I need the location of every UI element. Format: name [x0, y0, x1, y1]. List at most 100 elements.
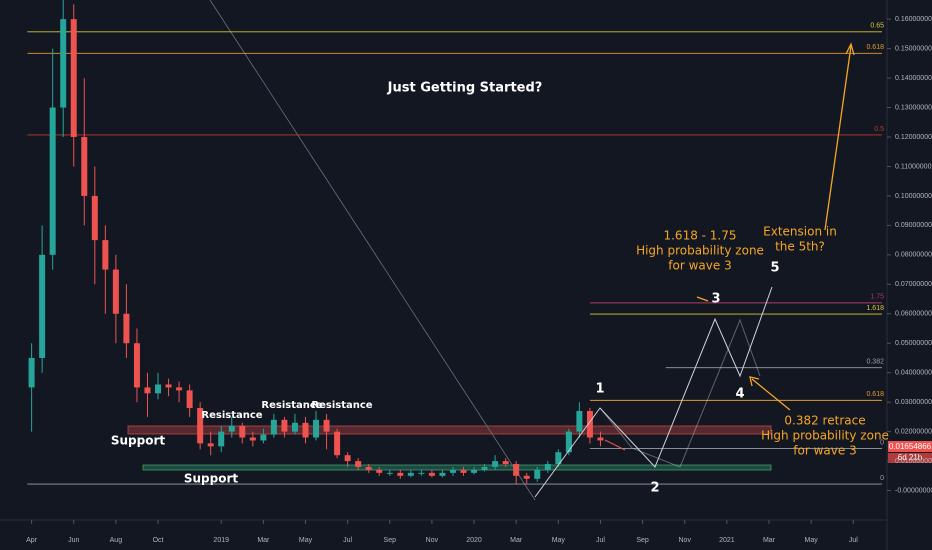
x-tick-label: May: [805, 537, 819, 544]
y-tick-label: 0.08000000: [895, 252, 932, 259]
candle-body: [523, 475, 530, 479]
zone-note: for wave 3: [668, 259, 731, 273]
candle-body: [471, 469, 478, 473]
candle-body: [376, 469, 383, 473]
arrow: [696, 296, 709, 302]
y-tick-label: 0.11000000: [895, 163, 932, 170]
last-price: 0.01654866: [889, 442, 932, 451]
y-tick-label: 0.06000000: [895, 311, 932, 318]
candle-body: [207, 443, 214, 447]
candle-body: [60, 19, 67, 108]
x-tick-label: Sep: [384, 537, 397, 544]
x-tick-label: Mar: [510, 537, 523, 544]
x-tick-label: Nov: [679, 537, 692, 544]
candle-body: [123, 313, 130, 344]
fib-label: 0: [880, 475, 884, 482]
x-tick-label: Aug: [110, 537, 123, 544]
wave-label: 1: [595, 382, 604, 397]
x-tick-label: Mar: [763, 537, 776, 544]
candle-body: [418, 472, 425, 474]
candle-body: [597, 437, 604, 441]
candle-body: [133, 343, 140, 388]
candle-body: [565, 431, 572, 453]
y-tick-label: 0.12000000: [895, 134, 932, 141]
candle-body: [249, 437, 256, 441]
candle-body: [302, 422, 309, 438]
resistance-label: Resistance: [261, 400, 322, 411]
resistance-label: Resistance: [201, 410, 262, 421]
x-tick-label: May: [299, 537, 313, 544]
y-tick-label: 0.09000000: [895, 222, 932, 229]
fib-label: 0.382: [866, 359, 884, 366]
x-tick-label: 2021: [719, 537, 735, 544]
x-tick-label: Apr: [26, 537, 38, 544]
candle-body: [407, 472, 414, 476]
x-tick-label: Jun: [68, 537, 79, 544]
last-price-box: [888, 441, 932, 452]
retrace-note: 0.382 retrace: [784, 414, 865, 428]
candle-body: [323, 419, 330, 432]
wave-label: 5: [770, 261, 779, 276]
zone-note: 1.618 - 1.75: [663, 229, 736, 243]
candle-body: [576, 410, 583, 432]
x-tick-label: Oct: [153, 537, 164, 544]
candle-body: [186, 390, 193, 409]
arrow-head: [845, 42, 855, 56]
x-tick-label: Sep: [636, 537, 649, 544]
resistance-zone: [127, 425, 772, 435]
support-label: Support: [184, 472, 239, 486]
candle-body: [70, 19, 77, 137]
candle-body: [460, 469, 467, 473]
candle-body: [81, 136, 88, 196]
projection: [604, 439, 626, 451]
candle-body: [144, 387, 151, 394]
x-tick-label: Jul: [849, 537, 858, 544]
x-tick-label: 2020: [466, 537, 482, 544]
retrace-note: High probability zone: [761, 429, 889, 443]
candle-body: [502, 461, 509, 465]
x-tick-label: Jul: [596, 537, 605, 544]
arrow: [824, 45, 852, 231]
fib-label: 0.618: [866, 44, 884, 51]
candle-body: [291, 422, 298, 432]
candle-body: [534, 469, 541, 479]
y-tick-label: 0.14000000: [895, 75, 932, 82]
candle-body: [197, 408, 204, 444]
candle-body: [439, 472, 446, 476]
y-tick-label: 0.10000000: [895, 193, 932, 200]
y-tick-label: 0.13000000: [895, 104, 932, 111]
candle-body: [555, 452, 562, 465]
fib-label: 0.5: [874, 126, 884, 133]
zone-note: High probability zone: [636, 244, 764, 258]
extension-note: Extension in: [763, 225, 837, 239]
candle-body: [165, 384, 172, 388]
countdown: 6d 21h: [898, 453, 922, 462]
candle-body: [481, 466, 488, 470]
candle-body: [449, 469, 456, 473]
candle-body: [313, 419, 320, 438]
candle-body: [344, 455, 351, 462]
y-tick-label: 0.05000000: [895, 340, 932, 347]
y-tick-label: 0.03000000: [895, 399, 932, 406]
candle-body: [544, 464, 551, 470]
candle-body: [28, 357, 35, 388]
candle-body: [49, 107, 56, 255]
x-tick-label: Nov: [426, 537, 439, 544]
candle-body: [218, 431, 225, 447]
candle-body: [176, 387, 183, 391]
trend-line: [209, 0, 536, 501]
wave-label: 2: [650, 481, 659, 496]
candle-body: [365, 466, 372, 470]
arrow: [751, 378, 791, 411]
y-tick-label: 0.04000000: [895, 370, 932, 377]
candle-body: [260, 434, 267, 441]
candle-body: [355, 461, 362, 467]
support-label: Support: [111, 434, 166, 448]
candle-body: [91, 195, 98, 241]
candle-body: [513, 464, 520, 476]
x-tick-label: Jul: [343, 537, 352, 544]
candle-body: [239, 425, 246, 438]
candle-body: [397, 472, 404, 476]
